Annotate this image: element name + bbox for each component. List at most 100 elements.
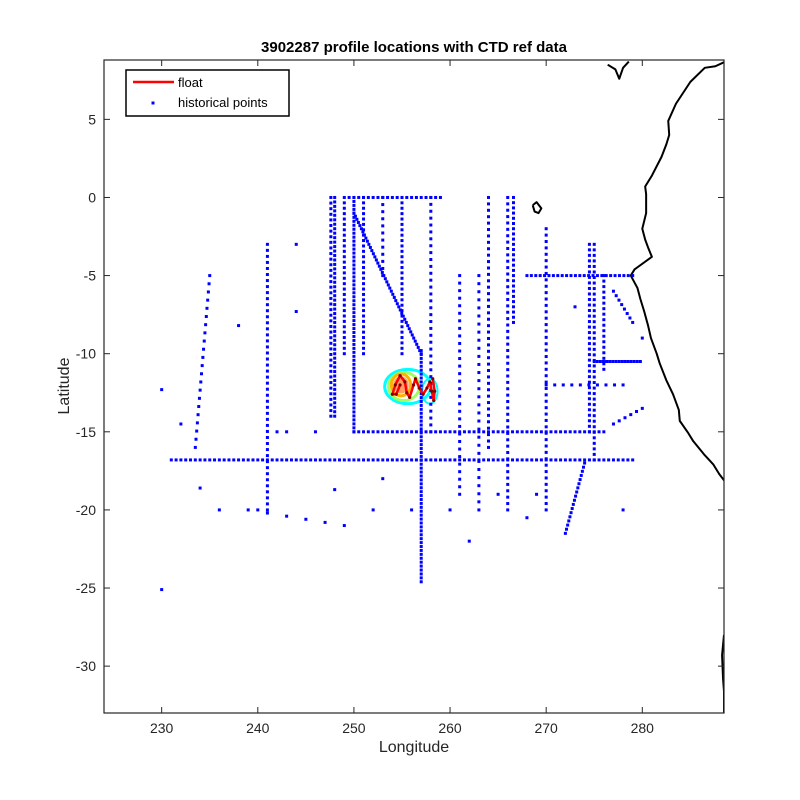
historical-point [309, 458, 313, 462]
y-tick-label: -20 [76, 502, 96, 518]
historical-point [525, 458, 529, 462]
historical-point [265, 248, 269, 252]
historical-point [362, 352, 366, 356]
historical-point [377, 264, 381, 268]
historical-point [602, 340, 606, 344]
historical-point [429, 326, 433, 330]
historical-point [410, 333, 414, 337]
historical-point [544, 323, 548, 327]
historical-point [458, 274, 462, 278]
historical-point [611, 422, 615, 426]
historical-point [419, 513, 423, 517]
historical-point [200, 364, 204, 368]
historical-point [587, 386, 591, 390]
historical-point [342, 282, 346, 286]
historical-point [390, 195, 394, 199]
historical-point [511, 258, 515, 262]
historical-point [429, 251, 433, 255]
historical-point [405, 458, 409, 462]
historical-point [333, 361, 337, 365]
historical-point [511, 242, 515, 246]
historical-point [352, 410, 356, 414]
historical-point [631, 458, 635, 462]
historical-point [329, 308, 333, 312]
historical-point [547, 274, 551, 278]
historical-point [359, 227, 363, 231]
historical-point [342, 255, 346, 259]
historical-point [265, 273, 269, 277]
historical-point [352, 267, 356, 271]
historical-point [265, 454, 269, 458]
chart-title: 3902287 profile locations with CTD ref d… [261, 39, 568, 56]
historical-point [329, 224, 333, 228]
historical-point [592, 342, 596, 346]
historical-point [607, 458, 611, 462]
historical-point [570, 507, 574, 511]
historical-point [581, 465, 585, 469]
historical-point [597, 430, 601, 434]
historical-point [386, 195, 390, 199]
historical-point [352, 390, 356, 394]
historical-point [352, 211, 356, 215]
historical-point [400, 249, 404, 253]
historical-point [333, 218, 337, 222]
historical-point [415, 342, 419, 346]
historical-point [419, 494, 423, 498]
historical-point [477, 458, 481, 462]
historical-point [573, 430, 577, 434]
historical-point [458, 364, 462, 368]
historical-point [294, 242, 298, 246]
historical-point [362, 458, 366, 462]
historical-point [544, 252, 548, 256]
plot-frame [103, 59, 725, 714]
historical-point [506, 406, 510, 410]
historical-point [458, 402, 462, 406]
historical-point [333, 276, 337, 280]
historical-point [544, 457, 548, 461]
historical-point [265, 357, 269, 361]
historical-point [583, 461, 587, 465]
historical-point [352, 295, 356, 299]
historical-point [477, 484, 481, 488]
historical-point [400, 325, 404, 329]
historical-point [414, 458, 418, 462]
historical-point [443, 458, 447, 462]
historical-point [194, 437, 198, 441]
historical-point [329, 381, 333, 385]
historical-point [611, 289, 615, 293]
historical-point [429, 223, 433, 227]
historical-point [544, 335, 548, 339]
historical-point [333, 458, 337, 462]
historical-point [419, 447, 423, 451]
historical-point [419, 490, 423, 494]
historical-point [506, 208, 510, 212]
historical-point [197, 405, 201, 409]
historical-point [511, 289, 515, 293]
float-profile-point [411, 383, 416, 387]
historical-point [237, 458, 241, 462]
historical-point [333, 312, 337, 316]
historical-point [582, 274, 586, 278]
historical-point [458, 296, 462, 300]
historical-point [329, 313, 333, 317]
historical-point [549, 458, 553, 462]
historical-point [511, 227, 515, 231]
historical-point [333, 236, 337, 240]
historical-point [419, 482, 423, 486]
historical-point [352, 327, 356, 331]
historical-point [358, 224, 362, 228]
historical-point [429, 368, 433, 372]
historical-point [429, 230, 433, 234]
historical-point [570, 383, 574, 387]
historical-point [362, 244, 366, 248]
historical-point [556, 274, 560, 278]
historical-point [544, 329, 548, 333]
historical-point [506, 502, 510, 506]
historical-point [477, 500, 481, 504]
historical-point [342, 249, 346, 253]
historical-point [544, 303, 548, 307]
historical-point [333, 249, 337, 253]
historical-point [458, 417, 462, 421]
historical-point [525, 274, 529, 278]
historical-point [544, 418, 548, 422]
